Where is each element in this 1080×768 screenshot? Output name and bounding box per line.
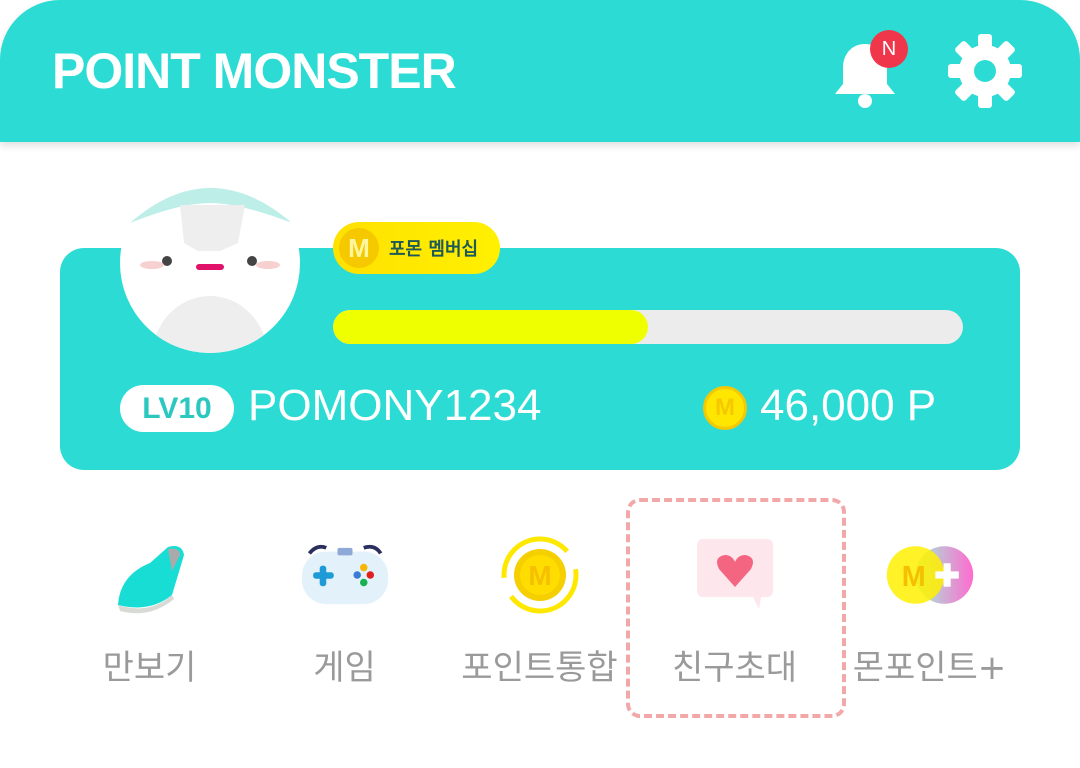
- svg-text:M: M: [901, 561, 925, 593]
- point-balance[interactable]: 46,000 P: [760, 381, 937, 430]
- menu-label: 만보기: [102, 648, 197, 688]
- sneaker-icon: [105, 530, 195, 620]
- m-plus-icon: M: [885, 530, 975, 620]
- membership-label: 포몬 멤버십: [389, 239, 479, 260]
- membership-badge[interactable]: M 포몬 멤버십: [333, 222, 500, 274]
- heart-message-icon: [690, 530, 780, 620]
- level-badge: LV10: [120, 385, 234, 432]
- menu-invite-friends[interactable]: 친구초대: [637, 530, 832, 690]
- level-progress-fill: [333, 310, 648, 344]
- gamepad-icon: [300, 530, 390, 620]
- coin-sync-icon: M: [495, 530, 585, 620]
- menu-point-merge[interactable]: M 포인트통합: [442, 530, 637, 690]
- menu-pedometer[interactable]: 만보기: [52, 530, 247, 690]
- highlight-box: [626, 498, 846, 718]
- menu-mon-point-plus[interactable]: M 몬포인트+: [832, 530, 1027, 690]
- point-coin-icon: M: [703, 386, 747, 430]
- menu-label: 몬포인트+: [852, 648, 1007, 688]
- username: POMONY1234: [248, 381, 542, 430]
- app-header: POINT MONSTER N: [0, 0, 1080, 142]
- menu-label: 게임: [313, 648, 376, 688]
- menu-label: 포인트통합: [461, 648, 618, 688]
- avatar[interactable]: [120, 173, 300, 353]
- menu-game[interactable]: 게임: [247, 530, 442, 690]
- gear-icon[interactable]: [946, 32, 1024, 110]
- m-coin-icon: M: [339, 228, 379, 268]
- svg-text:M: M: [528, 560, 551, 591]
- level-progress-bar: [333, 310, 963, 344]
- menu-label: 친구초대: [671, 648, 798, 688]
- app-title: POINT MONSTER: [52, 43, 457, 99]
- notification-badge: N: [870, 30, 908, 68]
